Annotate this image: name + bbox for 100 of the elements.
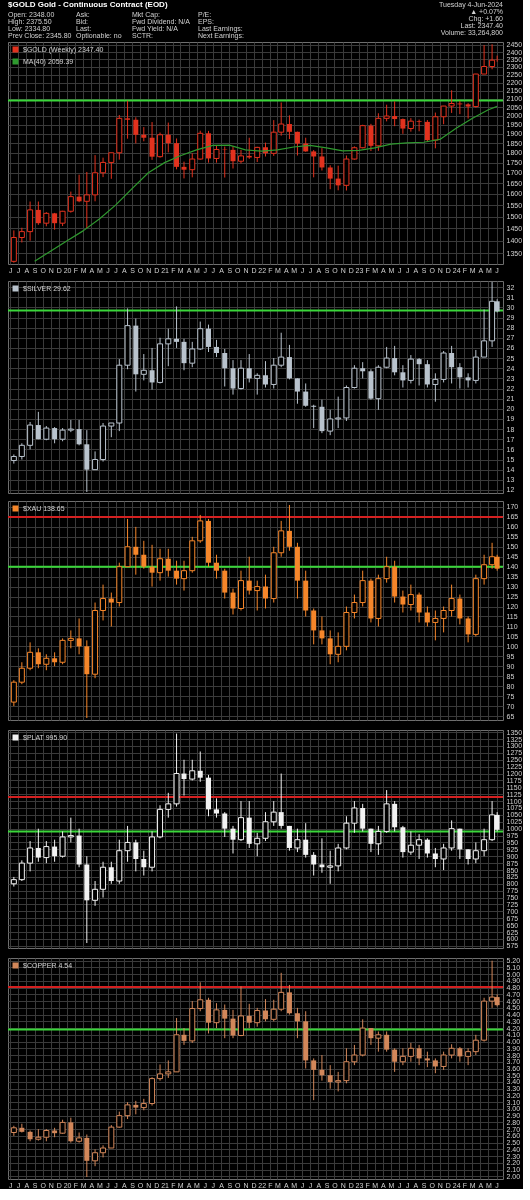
candlestick bbox=[286, 344, 292, 380]
candlestick bbox=[311, 608, 317, 645]
candlestick bbox=[335, 843, 342, 872]
candlestick bbox=[67, 817, 74, 843]
candlestick bbox=[197, 981, 204, 1012]
candlestick bbox=[76, 617, 82, 655]
candlestick bbox=[327, 164, 333, 190]
candlestick bbox=[294, 377, 300, 405]
candlestick bbox=[481, 828, 488, 857]
candlestick bbox=[416, 119, 422, 132]
candlestick bbox=[197, 751, 203, 783]
candlestick bbox=[68, 1117, 74, 1144]
candlestick bbox=[181, 338, 187, 371]
candlestick bbox=[133, 526, 139, 576]
candlestick bbox=[465, 1047, 472, 1066]
candlestick bbox=[392, 345, 398, 376]
candlestick bbox=[327, 850, 334, 885]
candlestick bbox=[124, 825, 131, 863]
candlestick bbox=[100, 157, 107, 178]
candlestick bbox=[457, 594, 463, 625]
candlestick bbox=[472, 1034, 479, 1056]
candlestick bbox=[213, 554, 219, 580]
candlestick bbox=[472, 841, 479, 864]
candlestick bbox=[286, 504, 292, 552]
candlestick bbox=[449, 345, 455, 384]
candlestick bbox=[35, 201, 41, 226]
candlestick bbox=[197, 514, 204, 544]
candlestick bbox=[149, 121, 155, 161]
candlestick bbox=[262, 998, 268, 1022]
candlestick bbox=[392, 100, 398, 127]
candlestick bbox=[424, 606, 430, 627]
candlestick bbox=[230, 825, 236, 854]
candlestick bbox=[254, 372, 261, 396]
candlestick bbox=[18, 661, 25, 685]
candlestick bbox=[18, 859, 25, 882]
candlestick bbox=[43, 840, 50, 864]
candlestick bbox=[392, 1047, 398, 1073]
candlestick bbox=[400, 364, 406, 389]
candlestick bbox=[165, 122, 171, 153]
candlestick bbox=[165, 792, 172, 819]
candlestick bbox=[472, 349, 479, 384]
candlestick bbox=[407, 1042, 414, 1063]
candlestick bbox=[149, 347, 155, 391]
candlestick bbox=[230, 359, 236, 396]
candlestick bbox=[237, 800, 244, 842]
candlestick bbox=[222, 146, 228, 179]
candlestick bbox=[303, 822, 309, 859]
candlestick bbox=[108, 152, 115, 180]
candlestick bbox=[108, 1124, 115, 1149]
candlestick bbox=[375, 1030, 382, 1053]
candlestick bbox=[237, 359, 244, 391]
candlestick bbox=[311, 149, 317, 178]
candlestick bbox=[100, 584, 107, 621]
candlestick bbox=[35, 647, 41, 669]
candlestick bbox=[246, 353, 252, 383]
candlestick bbox=[407, 117, 414, 133]
candlestick bbox=[319, 147, 325, 172]
candlestick bbox=[181, 1027, 187, 1046]
candlestick bbox=[92, 154, 99, 202]
candlestick bbox=[27, 840, 34, 872]
candlestick bbox=[384, 1030, 390, 1053]
candlestick bbox=[262, 574, 268, 610]
candlestick bbox=[319, 615, 325, 645]
candlestick bbox=[360, 803, 366, 832]
candlestick bbox=[392, 800, 398, 832]
candlestick bbox=[108, 861, 114, 885]
candlestick bbox=[457, 362, 463, 390]
candlestick bbox=[311, 1057, 317, 1101]
candlestick bbox=[149, 544, 155, 588]
candlestick bbox=[157, 1063, 164, 1082]
candlestick bbox=[76, 1132, 83, 1144]
candlestick bbox=[108, 592, 114, 627]
candlestick bbox=[27, 421, 34, 450]
candlestick bbox=[52, 839, 58, 863]
candlestick bbox=[174, 137, 180, 170]
candlestick bbox=[157, 548, 164, 582]
candlestick bbox=[327, 1064, 333, 1090]
candlestick bbox=[197, 321, 204, 351]
candlestick bbox=[100, 861, 107, 899]
candlestick bbox=[157, 132, 164, 159]
candlestick bbox=[27, 201, 34, 242]
candlestick bbox=[206, 997, 211, 1034]
candlestick bbox=[165, 328, 172, 367]
candlestick bbox=[262, 811, 269, 842]
candlestick bbox=[432, 847, 438, 868]
candlestick bbox=[286, 825, 292, 852]
candlestick bbox=[481, 554, 488, 586]
candlestick bbox=[254, 580, 261, 611]
candlestick bbox=[286, 984, 292, 1016]
candlestick bbox=[262, 360, 268, 389]
candlestick bbox=[481, 308, 488, 358]
candlestick bbox=[92, 450, 99, 471]
candlestick bbox=[465, 615, 471, 643]
candlestick bbox=[59, 830, 66, 859]
candlestick bbox=[416, 1044, 422, 1066]
candlestick bbox=[213, 1002, 220, 1029]
candlestick bbox=[286, 114, 292, 140]
candlestick bbox=[465, 102, 471, 120]
candlestick bbox=[327, 629, 333, 665]
candlestick bbox=[416, 592, 422, 623]
